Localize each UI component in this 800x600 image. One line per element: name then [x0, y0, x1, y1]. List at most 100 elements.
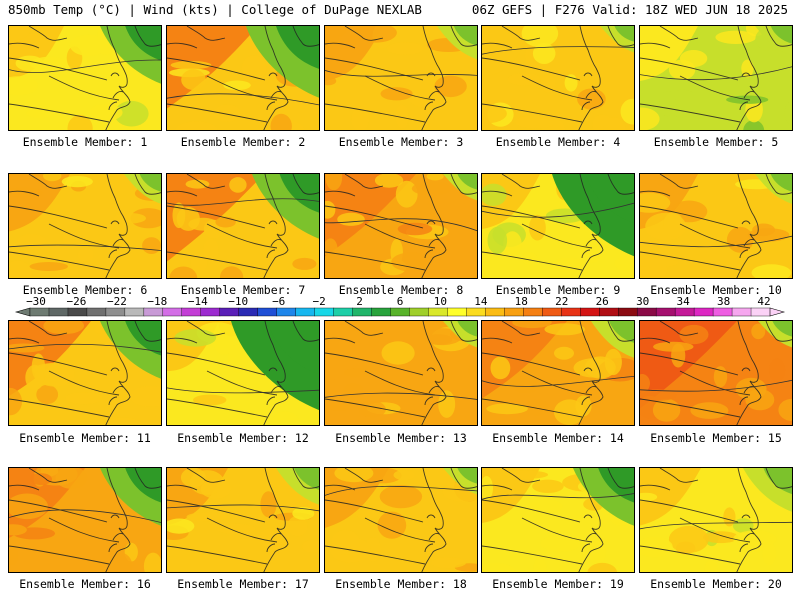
- colorbar-swatch: [580, 307, 600, 317]
- ensemble-member-12-map: [166, 320, 320, 426]
- colorbar-swatch: [618, 307, 638, 317]
- colorbar-swatch: [333, 307, 354, 317]
- colorbar-swatch: [371, 307, 392, 317]
- colorbar-swatch: [655, 307, 676, 317]
- colorbar-swatch: [504, 307, 524, 317]
- ensemble-member-caption: Ensemble Member: 4: [495, 135, 621, 149]
- ensemble-member-caption: Ensemble Member: 6: [22, 283, 148, 297]
- ensemble-member-caption: Ensemble Member: 18: [335, 577, 467, 591]
- colorbar-swatch: [390, 307, 410, 317]
- ensemble-member-9-map: [481, 173, 635, 279]
- ensemble-member-17-map: [166, 467, 320, 573]
- colorbar-tick-label: −6: [272, 295, 285, 308]
- ensemble-member-15-map: [639, 320, 793, 426]
- colorbar-swatch: [599, 307, 619, 317]
- colorbar-tick-label: 42: [757, 295, 770, 308]
- ensemble-member-caption: Ensemble Member: 16: [19, 577, 151, 591]
- colorbar-swatch: [143, 307, 164, 317]
- ensemble-member-18-map: [324, 467, 478, 573]
- colorbar-swatch: [67, 307, 88, 317]
- ensemble-member-caption: Ensemble Member: 5: [653, 135, 779, 149]
- ensemble-member-caption: Ensemble Member: 7: [180, 283, 306, 297]
- colorbar-tick-label: 30: [636, 295, 649, 308]
- colorbar-tick-label: −10: [228, 295, 248, 308]
- ensemble-member-caption: Ensemble Member: 20: [650, 577, 782, 591]
- ensemble-member-14-map: [481, 320, 635, 426]
- colorbar-swatch: [257, 307, 278, 317]
- ensemble-member-16-map: [8, 467, 162, 573]
- colorbar-tick-label: 2: [356, 295, 363, 308]
- colorbar-swatch: [731, 307, 752, 317]
- colorbar-swatch: [428, 307, 448, 317]
- colorbar-swatch: [200, 307, 221, 317]
- colorbar-tick-label: −2: [312, 295, 325, 308]
- colorbar-swatch: [238, 307, 259, 317]
- colorbar-tick-label: 34: [676, 295, 690, 308]
- ensemble-member-19-map: [481, 467, 635, 573]
- colorbar-swatch: [409, 307, 429, 317]
- colorbar-tick-label: −26: [66, 295, 86, 308]
- ensemble-member-2-map: [166, 25, 320, 131]
- colorbar-tick-label: 10: [434, 295, 447, 308]
- colorbar-swatch: [523, 307, 543, 317]
- colorbar-tick-label: −22: [107, 295, 127, 308]
- ensemble-member-11-map: [8, 320, 162, 426]
- ensemble-member-caption: Ensemble Member: 17: [177, 577, 309, 591]
- colorbar-tick-label: 14: [474, 295, 488, 308]
- colorbar-arrow-right: [769, 307, 786, 317]
- ensemble-member-caption: Ensemble Member: 1: [22, 135, 148, 149]
- temperature-colorbar: −30 −26 −22 −18 −14 −10 −6 −2 2 6 10 14 18 22 26 30 34 38…: [14, 295, 786, 317]
- colorbar-swatch: [561, 307, 581, 317]
- colorbar-tick-label: 22: [555, 295, 568, 308]
- colorbar-tick-label: 26: [596, 295, 609, 308]
- ensemble-member-13-map: [324, 320, 478, 426]
- colorbar-swatch: [105, 307, 126, 317]
- colorbar-tick-label: −18: [147, 295, 167, 308]
- run-info: 06Z GEFS | F276 Valid: 18Z WED JUN 18 20…: [471, 2, 788, 17]
- ensemble-member-20-map: [639, 467, 793, 573]
- colorbar-swatch: [542, 307, 562, 317]
- colorbar-swatch: [86, 307, 107, 317]
- colorbar-swatch: [693, 307, 714, 317]
- ensemble-member-10-map: [639, 173, 793, 279]
- ensemble-member-caption: Ensemble Member: 13: [335, 431, 467, 445]
- colorbar-swatch: [636, 307, 657, 317]
- colorbar-swatch: [29, 307, 50, 317]
- ensemble-member-7-map: [166, 173, 320, 279]
- colorbar-swatch: [181, 307, 202, 317]
- colorbar-tick-label: 6: [397, 295, 404, 308]
- colorbar-swatch: [674, 307, 695, 317]
- ensemble-member-3-map: [324, 25, 478, 131]
- colorbar-swatch: [48, 307, 69, 317]
- colorbar-swatch: [276, 307, 297, 317]
- ensemble-member-6-map: [8, 173, 162, 279]
- colorbar-swatch: [712, 307, 733, 317]
- colorbar-swatch: [219, 307, 240, 317]
- colorbar-tick-label: 18: [515, 295, 528, 308]
- colorbar-arrow-left: [14, 307, 31, 317]
- colorbar-swatch: [466, 307, 486, 317]
- ensemble-member-caption: Ensemble Member: 2: [180, 135, 306, 149]
- colorbar-tick-label: −14: [188, 295, 208, 308]
- ensemble-member-caption: Ensemble Member: 9: [495, 283, 621, 297]
- colorbar-swatch: [485, 307, 505, 317]
- colorbar-swatch: [124, 307, 145, 317]
- chart-title: 850mb Temp (°C) | Wind (kts) | College o…: [8, 2, 422, 17]
- colorbar-tick-label: 38: [717, 295, 730, 308]
- ensemble-member-caption: Ensemble Member: 3: [338, 135, 464, 149]
- ensemble-member-caption: Ensemble Member: 12: [177, 431, 309, 445]
- colorbar-swatch: [447, 307, 467, 317]
- ensemble-member-caption: Ensemble Member: 8: [338, 283, 464, 297]
- colorbar-swatch: [295, 307, 316, 317]
- ensemble-member-caption: Ensemble Member: 15: [650, 431, 782, 445]
- ensemble-member-caption: Ensemble Member: 14: [492, 431, 624, 445]
- ensemble-member-4-map: [481, 25, 635, 131]
- colorbar-swatch: [314, 307, 335, 317]
- colorbar-tick-label: −30: [26, 295, 46, 308]
- ensemble-member-1-map: [8, 25, 162, 131]
- ensemble-member-caption: Ensemble Member: 19: [492, 577, 624, 591]
- colorbar-swatch: [352, 307, 373, 317]
- ensemble-member-8-map: [324, 173, 478, 279]
- ensemble-member-caption: Ensemble Member: 11: [19, 431, 151, 445]
- colorbar-swatch: [750, 307, 771, 317]
